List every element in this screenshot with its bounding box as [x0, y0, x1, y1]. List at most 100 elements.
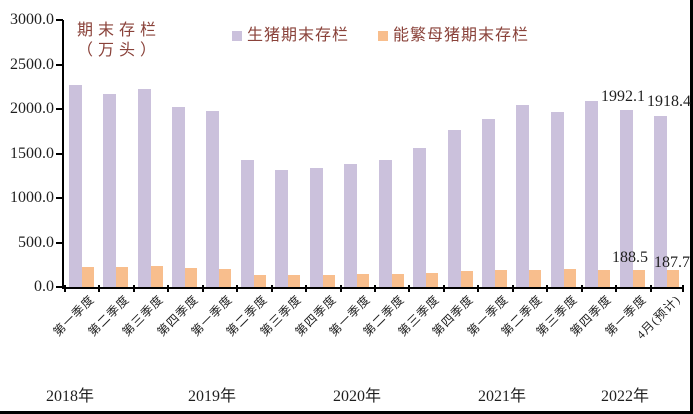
sows-bar	[288, 275, 301, 287]
x-year-label: 2020年	[332, 388, 382, 405]
pigs-bar	[516, 105, 530, 287]
bar-group	[581, 20, 615, 287]
pigs-bar	[619, 109, 633, 287]
bar-group	[374, 20, 408, 287]
pigs-bar	[482, 118, 496, 287]
plot-area: 第一季度 第二季度 第三季度 第四季度 第一季度 第二季度 第三季度 第四季度 第一季度 第二季度…	[51, 20, 684, 342]
sows-bar	[529, 269, 542, 287]
y-tick-label: 3000.0	[10, 11, 54, 28]
y-axis-title-line1: 期末存栏	[77, 22, 162, 39]
data-label: 187.7	[654, 254, 690, 271]
pigs-bar	[240, 159, 254, 287]
pigs-bar	[68, 85, 82, 287]
x-tick-mark	[236, 285, 239, 292]
y-tick-mark	[56, 19, 63, 21]
pigs-bar	[550, 112, 564, 287]
x-tick-mark	[270, 285, 273, 292]
y-tick-mark	[56, 286, 63, 288]
y-tick-label: 2000.0	[10, 100, 54, 117]
bar-group	[546, 20, 580, 287]
x-year-label: 2021年	[477, 388, 527, 405]
bar-group	[650, 20, 684, 287]
sows-legend-swatch	[378, 31, 388, 41]
sows-bar	[667, 270, 680, 287]
sows-bar	[81, 266, 94, 287]
bar-group	[167, 20, 201, 287]
x-year-label: 2019年	[187, 388, 237, 405]
x-tick-mark	[98, 285, 101, 292]
sows-bar	[150, 265, 163, 287]
y-tick-mark	[56, 197, 63, 199]
bar-group	[615, 20, 649, 287]
y-tick-label: 2500.0	[10, 55, 54, 73]
y-tick-label: 500.0	[18, 233, 54, 251]
pigs-bar	[378, 159, 392, 287]
pigs-bar	[206, 111, 220, 287]
y-tick-mark	[56, 152, 63, 155]
x-tick-mark	[580, 285, 583, 292]
data-label: 1918.4	[647, 93, 691, 110]
pigs-bar	[447, 130, 461, 287]
x-tick-mark	[442, 285, 445, 292]
x-tick-mark	[201, 285, 204, 292]
sows-bar	[116, 266, 129, 287]
x-tick-mark	[167, 285, 170, 292]
bar-group	[271, 20, 305, 287]
sows-bar	[598, 270, 611, 287]
pigs-bar	[275, 169, 289, 287]
sows-bar	[632, 270, 645, 287]
x-tick-mark	[546, 285, 549, 292]
bar-group	[64, 20, 98, 287]
pigs-bar	[344, 163, 358, 287]
x-tick-mark	[132, 285, 135, 292]
x-year-label: 2022年	[600, 388, 650, 405]
x-tick-mark	[374, 285, 376, 292]
y-tick-mark	[56, 108, 63, 110]
x-tick-mark	[682, 285, 684, 292]
y-axis-title-line2: （万头）	[77, 42, 162, 59]
x-tick-mark	[477, 285, 480, 292]
bar-group	[305, 20, 339, 287]
sows-bar	[460, 270, 473, 287]
legend-label: 生猪期末存栏	[247, 27, 350, 44]
bar-group	[133, 20, 167, 287]
sows-bar	[495, 270, 508, 287]
bar-group	[236, 20, 270, 287]
sows-bar	[357, 273, 370, 287]
bar-group	[512, 20, 546, 287]
y-tick-mark	[56, 63, 63, 66]
sows-bar	[185, 267, 198, 287]
bar-group	[340, 20, 374, 287]
sows-bar	[426, 272, 439, 287]
pigs-bar	[413, 148, 427, 287]
bar-group	[443, 20, 477, 287]
x-year-label: 2018年	[45, 388, 95, 405]
bar-group	[477, 20, 511, 287]
bar-group	[202, 20, 236, 287]
legend-item: 能繁母猪期末存栏	[378, 27, 529, 45]
data-label: 188.5	[612, 249, 648, 266]
x-tick-mark	[511, 285, 514, 292]
pigs-legend-swatch	[232, 31, 242, 41]
pigs-bar	[309, 168, 323, 287]
data-label: 1992.1	[601, 88, 645, 105]
pigs-bar	[585, 101, 599, 287]
sows-bar	[253, 275, 266, 287]
x-tick-mark	[64, 285, 66, 292]
bar-group	[408, 20, 442, 287]
x-tick-mark	[305, 285, 308, 292]
y-tick-label: 1000.0	[10, 189, 54, 206]
x-tick-mark	[615, 285, 618, 292]
x-tick-mark	[408, 285, 411, 292]
legend-item: 生猪期末存栏	[232, 27, 349, 45]
y-tick-label: 1500.0	[10, 144, 54, 162]
pigs-bar	[103, 94, 117, 287]
sows-bar	[219, 268, 232, 287]
y-axis-title: 期末存栏 （万头）	[77, 21, 161, 61]
bar-group	[98, 20, 132, 287]
x-tick-mark	[339, 285, 342, 292]
y-tick-label: 0.0	[34, 278, 54, 295]
sows-bar	[563, 269, 576, 287]
legend-label: 能繁母猪期末存栏	[393, 27, 530, 44]
